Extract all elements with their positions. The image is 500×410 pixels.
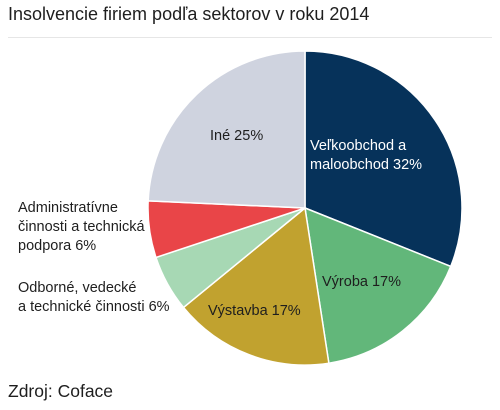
slice-label-6: Iné 25% <box>210 128 263 144</box>
slice-label-4: Odborné, vedecké a technické činnosti 6% <box>18 280 170 315</box>
slice-label-2: Výroba 17% <box>322 274 401 290</box>
slice-label-1: Veľkoobchod a maloobchod 32% <box>310 138 422 173</box>
pie-slice-3 <box>182 206 330 366</box>
chart-title: Insolvencie firiem podľa sektorov v roku… <box>8 4 370 24</box>
pie-slice-1 <box>304 50 463 268</box>
pie-slice-2 <box>304 206 452 365</box>
source-note: Zdroj: Coface <box>8 381 114 401</box>
pie-slice-6 <box>147 50 306 209</box>
slice-label-3: Výstavba 17% <box>208 303 301 319</box>
title-divider <box>8 37 492 38</box>
slice-label-5: Administratívne činnosti a technická podpo… <box>18 200 145 254</box>
